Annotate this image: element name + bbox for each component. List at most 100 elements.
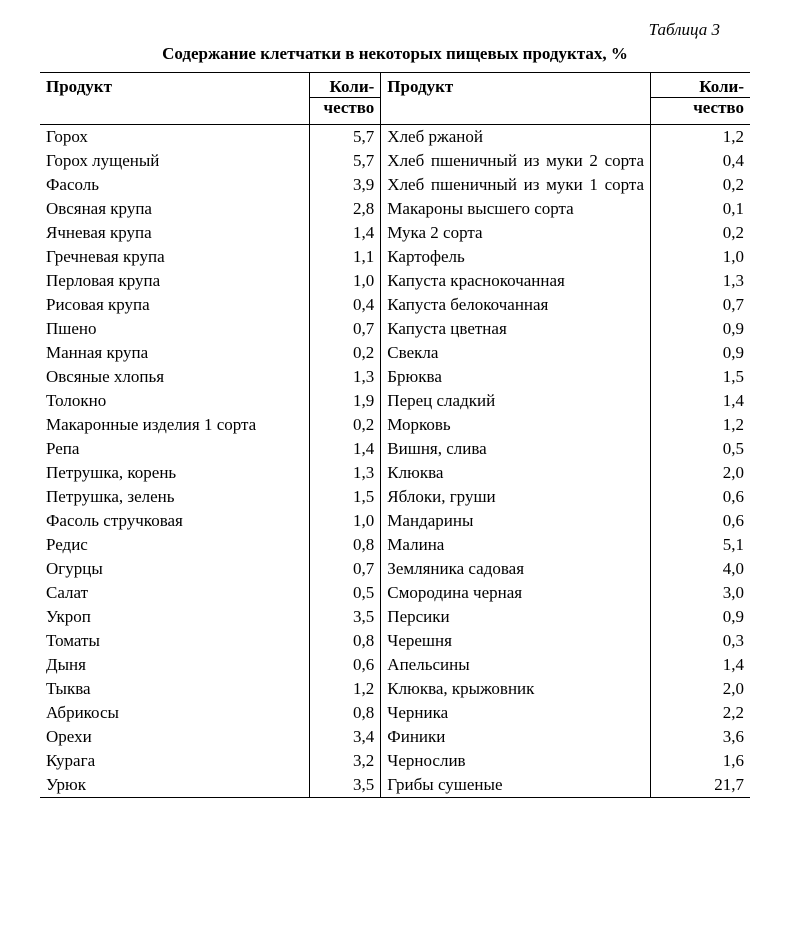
qty-cell-right: 1,0 [651, 245, 750, 269]
table-row: Макаронные изделия 1 сорта0,2Морковь1,2 [40, 413, 750, 437]
product-cell-right: Финики [381, 725, 651, 749]
product-cell-right: Хлеб пшеничный из муки 1 сорта [381, 173, 651, 197]
qty-cell-right: 0,9 [651, 317, 750, 341]
qty-cell-right: 0,2 [651, 221, 750, 245]
product-cell-right: Капуста белокочанная [381, 293, 651, 317]
qty-cell-left: 0,6 [310, 653, 381, 677]
col-header-qty-left-top: Коли- [310, 73, 381, 98]
product-cell-left: Укроп [40, 605, 310, 629]
qty-cell-left: 0,8 [310, 533, 381, 557]
col-header-qty-right-top: Коли- [651, 73, 750, 98]
product-cell-left: Перловая крупа [40, 269, 310, 293]
qty-cell-right: 0,7 [651, 293, 750, 317]
product-cell-left: Курага [40, 749, 310, 773]
product-cell-right: Вишня, слива [381, 437, 651, 461]
table-row: Абрикосы0,8Черника2,2 [40, 701, 750, 725]
table-row: Репа1,4Вишня, слива0,5 [40, 437, 750, 461]
qty-cell-right: 3,6 [651, 725, 750, 749]
product-cell-right: Картофель [381, 245, 651, 269]
product-cell-right: Клюква [381, 461, 651, 485]
qty-cell-left: 1,2 [310, 677, 381, 701]
product-cell-right: Хлеб ржаной [381, 125, 651, 150]
qty-cell-right: 0,2 [651, 173, 750, 197]
qty-cell-left: 2,8 [310, 197, 381, 221]
product-cell-left: Рисовая крупа [40, 293, 310, 317]
product-cell-left: Горох лущеный [40, 149, 310, 173]
qty-cell-left: 3,2 [310, 749, 381, 773]
product-cell-left: Тыква [40, 677, 310, 701]
product-cell-left: Пшено [40, 317, 310, 341]
qty-cell-left: 0,4 [310, 293, 381, 317]
table-row: Укроп3,5Персики0,9 [40, 605, 750, 629]
table-row: Салат0,5Смородина черная3,0 [40, 581, 750, 605]
table-row: Горох5,7Хлеб ржаной1,2 [40, 125, 750, 150]
qty-cell-left: 3,5 [310, 605, 381, 629]
qty-cell-left: 3,4 [310, 725, 381, 749]
product-cell-left: Огурцы [40, 557, 310, 581]
table-row: Фасоль стручковая1,0Мандарины0,6 [40, 509, 750, 533]
product-cell-right: Малина [381, 533, 651, 557]
qty-cell-right: 0,9 [651, 605, 750, 629]
table-row: Перловая крупа1,0Капуста краснокочанная1… [40, 269, 750, 293]
table-row: Фасоль3,9Хлеб пшеничный из муки 1 сорта0… [40, 173, 750, 197]
product-cell-right: Чернослив [381, 749, 651, 773]
product-cell-right: Перец сладкий [381, 389, 651, 413]
qty-cell-right: 1,2 [651, 413, 750, 437]
qty-cell-left: 3,5 [310, 773, 381, 798]
product-cell-right: Мандарины [381, 509, 651, 533]
qty-cell-right: 2,0 [651, 677, 750, 701]
qty-cell-left: 5,7 [310, 125, 381, 150]
qty-cell-left: 1,0 [310, 509, 381, 533]
qty-cell-right: 2,0 [651, 461, 750, 485]
product-cell-right: Хлеб пшеничный из муки 2 сорта [381, 149, 651, 173]
qty-cell-right: 1,2 [651, 125, 750, 150]
table-number: Таблица 3 [40, 20, 750, 40]
product-cell-right: Свекла [381, 341, 651, 365]
table-row: Курага3,2Чернослив1,6 [40, 749, 750, 773]
product-cell-left: Овсяные хлопья [40, 365, 310, 389]
table-row: Овсяная крупа2,8Макароны высшего сорта0,… [40, 197, 750, 221]
qty-cell-left: 0,2 [310, 341, 381, 365]
table-row: Дыня0,6Апельсины1,4 [40, 653, 750, 677]
table-row: Толокно1,9Перец сладкий1,4 [40, 389, 750, 413]
table-title: Содержание клетчатки в некоторых пищевых… [40, 44, 750, 64]
table-row: Ячневая крупа1,4Мука 2 сорта0,2 [40, 221, 750, 245]
product-cell-right: Земляника садовая [381, 557, 651, 581]
product-cell-left: Макаронные изделия 1 сорта [40, 413, 310, 437]
product-cell-left: Манная крупа [40, 341, 310, 365]
product-cell-right: Мука 2 сорта [381, 221, 651, 245]
qty-cell-left: 1,4 [310, 221, 381, 245]
product-cell-left: Ячневая крупа [40, 221, 310, 245]
product-cell-right: Яблоки, груши [381, 485, 651, 509]
table-row: Рисовая крупа0,4Капуста белокочанная0,7 [40, 293, 750, 317]
table-row: Горох лущеный5,7Хлеб пшеничный из муки 2… [40, 149, 750, 173]
product-cell-left: Салат [40, 581, 310, 605]
product-cell-left: Репа [40, 437, 310, 461]
table-row: Гречневая крупа1,1Картофель1,0 [40, 245, 750, 269]
product-cell-right: Грибы сушеные [381, 773, 651, 798]
product-cell-left: Толокно [40, 389, 310, 413]
product-cell-right: Смородина черная [381, 581, 651, 605]
product-cell-left: Томаты [40, 629, 310, 653]
product-cell-right: Морковь [381, 413, 651, 437]
product-cell-right: Апельсины [381, 653, 651, 677]
product-cell-left: Фасоль стручковая [40, 509, 310, 533]
table-row: Урюк3,5Грибы сушеные21,7 [40, 773, 750, 798]
product-cell-right: Персики [381, 605, 651, 629]
qty-cell-left: 0,8 [310, 629, 381, 653]
table-row: Овсяные хлопья1,3Брюква1,5 [40, 365, 750, 389]
qty-cell-right: 2,2 [651, 701, 750, 725]
product-cell-left: Овсяная крупа [40, 197, 310, 221]
qty-cell-left: 3,9 [310, 173, 381, 197]
product-cell-left: Редис [40, 533, 310, 557]
product-cell-right: Капуста краснокочанная [381, 269, 651, 293]
qty-cell-left: 1,5 [310, 485, 381, 509]
table-row: Петрушка, корень1,3Клюква2,0 [40, 461, 750, 485]
product-cell-right: Клюква, крыжовник [381, 677, 651, 701]
product-cell-right: Брюква [381, 365, 651, 389]
qty-cell-right: 5,1 [651, 533, 750, 557]
table-row: Томаты0,8Черешня0,3 [40, 629, 750, 653]
qty-cell-right: 0,1 [651, 197, 750, 221]
qty-cell-right: 1,5 [651, 365, 750, 389]
qty-cell-left: 1,3 [310, 365, 381, 389]
